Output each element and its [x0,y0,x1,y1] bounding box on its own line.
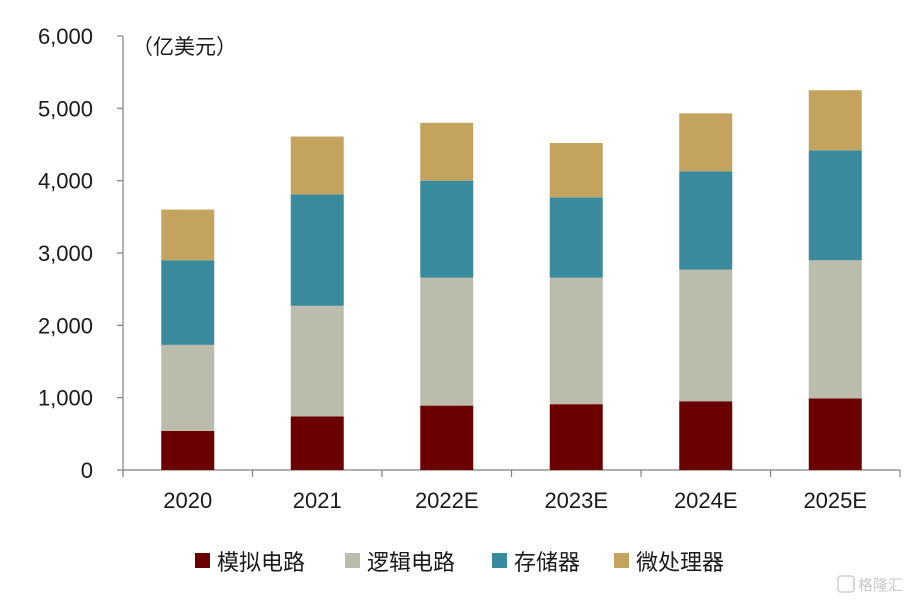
bar-segment [290,305,344,417]
bar-segment [420,277,474,406]
y-tick-label: 4,000 [38,169,93,194]
y-tick-label: 5,000 [38,96,93,121]
bar-segment [290,194,344,306]
bar-segment [549,404,603,470]
x-tick-label: 2021 [293,488,342,513]
watermark-logo-icon [837,575,855,593]
bar-segment [290,416,344,470]
bar-segment [161,209,215,261]
y-tick-label: 2,000 [38,313,93,338]
bar-segment [808,398,862,470]
legend: 模拟电路 逻辑电路 存储器 微处理器 [195,551,724,576]
bar-segment [161,430,215,470]
legend-label: 微处理器 [636,551,724,576]
bar-segment [549,143,603,198]
legend-label: 模拟电路 [217,551,305,576]
bar-segment [420,180,474,278]
legend-swatch [492,553,507,568]
bar-segment [549,277,603,405]
bar-segment [808,150,862,261]
watermark: 格隆汇 [837,575,903,594]
legend-label: 存储器 [514,551,580,576]
bar-segment [549,197,603,278]
y-tick-label: 3,000 [38,241,93,266]
x-tick-label: 2022E [415,488,479,513]
x-tick-label: 2020 [163,488,212,513]
bar-segment [679,269,733,402]
bar-segment [679,401,733,470]
bar-segment [290,136,344,195]
tick-labels: 0 1,000 2,000 3,000 4,000 5,000 6,000 2020 2021 2… [38,24,867,513]
bar-segment [808,260,862,399]
legend-swatch [345,553,360,568]
y-tick-label: 1,000 [38,386,93,411]
x-tick-label: 2025E [803,488,867,513]
bar-segment [679,113,733,172]
bar-segment [161,260,215,345]
bars [161,90,862,470]
x-tick-label: 2023E [544,488,608,513]
unit-label: （亿美元） [132,35,237,59]
x-tick-label: 2024E [674,488,738,513]
legend-swatch [195,553,210,568]
bar-segment [679,171,733,270]
axes [117,35,901,477]
legend-label: 逻辑电路 [367,551,455,576]
bar-segment [161,344,215,431]
y-tick-label: 6,000 [38,24,93,49]
bar-segment [808,90,862,151]
legend-swatch [614,553,629,568]
bar-segment [420,405,474,470]
bar-segment [420,122,474,181]
watermark-text: 格隆汇 [858,576,903,594]
y-tick-label: 0 [81,458,93,483]
